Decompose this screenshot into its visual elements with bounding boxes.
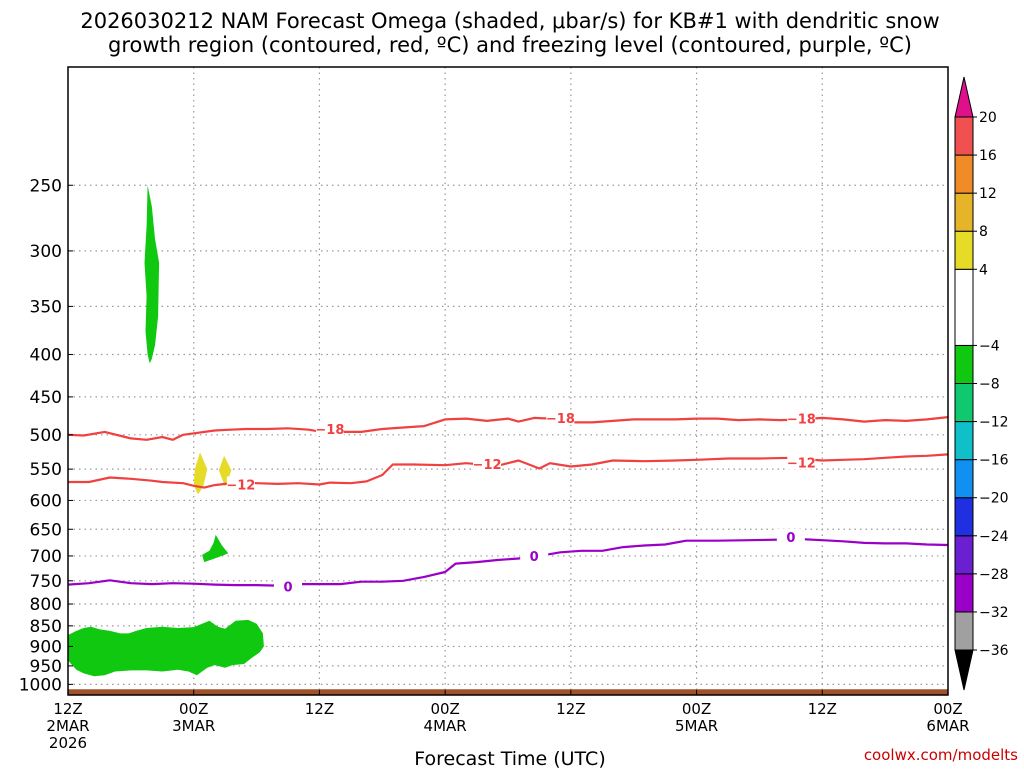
y-tick-label-350: 350 [30, 297, 62, 317]
colorbar-bottom-arrow [954, 649, 974, 691]
colorbar-segment--20-to--16 [954, 459, 974, 499]
colorbar-label-2: 12 [979, 186, 997, 202]
lower-green-omega-region [68, 619, 264, 677]
colorbar-segment-16-to-20 [954, 116, 974, 156]
chart-title-line-2: growth region (contoured, red, ºC) and f… [108, 33, 912, 57]
color-bar-legend: 20 16 12 8 4 −4 −8 −12 −16 −20 −24 −28 −32 −36 [954, 76, 1009, 691]
y-axis: 2503003504004505005506006507007508008509… [19, 176, 73, 695]
terrain-surface [68, 689, 948, 695]
y-tick-label-1000: 1000 [19, 675, 62, 695]
grid-lines [68, 67, 948, 695]
temperature-contours: −18 −18 −18 −12 −12 −12 0 0 0 [67, 409, 949, 596]
colorbar-label-0: 20 [979, 110, 997, 126]
minus-18-isotherm-label-bg-2 [546, 409, 575, 425]
x-tick-label-3-2: 4MAR [424, 717, 467, 735]
x-tick-label-2-1: 12Z [305, 700, 334, 718]
colorbar-label-7: −12 [979, 415, 1009, 431]
y-tick-label-800: 800 [30, 595, 62, 615]
y-tick-label-850: 850 [30, 617, 62, 637]
chart-title-line-1: 2026030212 NAM Forecast Omega (shaded, μ… [80, 9, 939, 33]
x-tick-label-0-3: 2026 [49, 734, 87, 752]
x-tick-label-7-1: 00Z [933, 700, 962, 718]
colorbar-segment--24-to--20 [954, 497, 974, 537]
minus-18-isotherm-label-bg-3 [787, 410, 816, 426]
x-tick-label-4-1: 12Z [556, 700, 585, 718]
freezing-level-0C-label-2: 0 [530, 550, 539, 565]
x-tick-label-3-1: 00Z [430, 700, 459, 718]
y-tick-label-900: 900 [30, 637, 62, 657]
minus-12-isotherm-label-1: −12 [226, 479, 255, 494]
colorbar-segment--12-to--8 [954, 383, 974, 423]
colorbar-label-12: −32 [979, 605, 1009, 621]
freezing-level-0C-label-bg-1 [274, 578, 302, 594]
y-tick-label-650: 650 [30, 520, 62, 540]
colorbar-label-10: −24 [979, 529, 1009, 545]
x-axis-title: Forecast Time (UTC) [414, 748, 605, 768]
mid-green-omega-region [202, 534, 229, 563]
y-tick-label-450: 450 [30, 388, 62, 408]
x-tick-label-0-1: 12Z [53, 700, 82, 718]
colorbar-segment-4-to-8 [954, 230, 974, 270]
yellow-omega-region-2 [218, 455, 232, 487]
colorbar-label-6: −8 [979, 377, 1000, 393]
minus-18-isotherm-label-bg-1 [315, 421, 344, 437]
freezing-level-0C-label-1: 0 [283, 581, 292, 596]
colorbar-label-1: 16 [979, 148, 997, 164]
minus-12-isotherm-label-bg-2 [473, 455, 502, 471]
terrain-band [68, 689, 948, 695]
colorbar-label-3: 8 [979, 224, 988, 240]
x-tick-label-5-1: 00Z [682, 700, 711, 718]
minus-18-isotherm-label-1: −18 [315, 423, 344, 438]
minus-18-isotherm-label-2: −18 [546, 412, 575, 427]
upper-green-omega-region [144, 185, 160, 364]
colorbar-segment-8-to-12 [954, 192, 974, 232]
minus-12-isotherm-label-2: −12 [473, 458, 502, 473]
y-tick-label-300: 300 [30, 242, 62, 262]
colorbar-segment--4-to-4 [954, 268, 974, 346]
colorbar-segment--32-to--28 [954, 573, 974, 613]
y-tick-label-750: 750 [30, 572, 62, 592]
site-credit: coolwx.com/modelts [864, 746, 1018, 764]
x-tick-label-0-2: 2MAR [46, 717, 89, 735]
colorbar-segment--8-to--4 [954, 344, 974, 384]
freezing-level-0C-label-bg-2 [520, 547, 549, 563]
y-tick-label-500: 500 [30, 426, 62, 446]
colorbar-segment--28-to--24 [954, 535, 974, 575]
colorbar-label-11: −28 [979, 567, 1009, 583]
y-tick-label-700: 700 [30, 547, 62, 567]
colorbar-segment--36-to--32 [954, 611, 974, 651]
minus-18-isotherm-label-3: −18 [787, 413, 816, 428]
minus-12-isotherm-label-bg-1 [226, 476, 255, 492]
y-tick-label-250: 250 [30, 176, 62, 196]
y-tick-label-550: 550 [30, 460, 62, 480]
freezing-level-0C-label-3: 0 [786, 531, 795, 546]
colorbar-label-8: −16 [979, 453, 1009, 469]
x-tick-label-5-2: 5MAR [675, 717, 718, 735]
y-tick-label-950: 950 [30, 657, 62, 677]
colorbar-top-arrow [954, 76, 974, 118]
y-tick-label-400: 400 [30, 345, 62, 365]
plot-area [68, 67, 948, 695]
x-tick-label-7-2: 6MAR [926, 717, 969, 735]
x-tick-label-1-1: 00Z [179, 700, 208, 718]
x-tick-label-6-1: 12Z [808, 700, 837, 718]
freezing-level-0C-label-bg-3 [776, 528, 805, 544]
yellow-omega-region-1 [193, 452, 208, 495]
colorbar-segment-12-to-16 [954, 154, 974, 194]
colorbar-label-9: −20 [979, 491, 1009, 507]
colorbar-label-5: −4 [979, 338, 1000, 354]
y-tick-label-600: 600 [30, 491, 62, 511]
x-tick-label-1-2: 3MAR [172, 717, 215, 735]
omega-shading [68, 185, 264, 677]
colorbar-label-4: 4 [979, 262, 988, 278]
minus-12-isotherm-label-3: −12 [787, 457, 816, 472]
colorbar-segment--16-to--12 [954, 421, 974, 461]
plot-border [67, 66, 949, 696]
minus-12-isotherm-label-bg-3 [787, 454, 816, 470]
colorbar-label-13: −36 [979, 643, 1009, 659]
